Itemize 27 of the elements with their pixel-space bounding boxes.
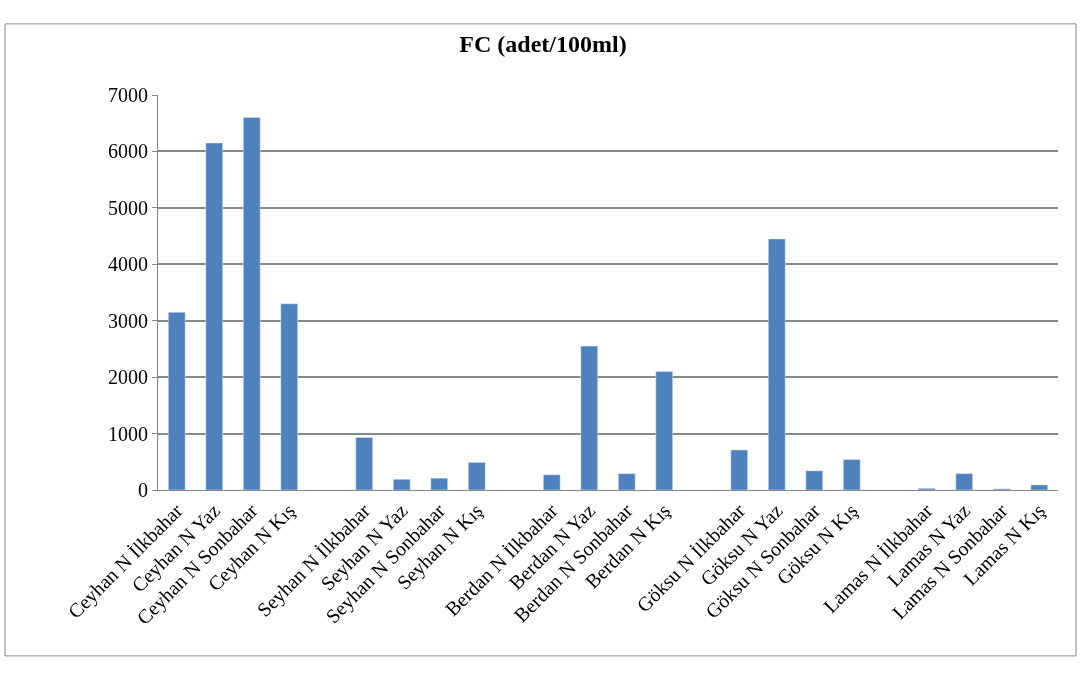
y-tick-label: 3000 [108, 309, 148, 332]
y-tick-label: 2000 [108, 366, 148, 389]
bar [1030, 484, 1048, 490]
bar [205, 142, 223, 490]
y-tick-label: 0 [138, 479, 148, 501]
bar [955, 473, 973, 490]
bar [168, 312, 186, 490]
y-tick-label: 4000 [108, 253, 148, 276]
bar [730, 449, 748, 490]
y-tick-label: 5000 [108, 196, 148, 219]
y-tick-label: 1000 [108, 422, 148, 445]
bar [580, 345, 598, 490]
bar [430, 477, 448, 490]
bar [468, 462, 486, 490]
bar [768, 238, 786, 490]
bar [805, 470, 823, 490]
chart-title: FC (adet/100ml) [459, 30, 627, 57]
bar [393, 479, 411, 490]
bar [280, 303, 298, 490]
bar [543, 474, 561, 490]
bar [618, 473, 636, 490]
bar [243, 117, 261, 490]
y-tick-label: 7000 [108, 84, 148, 106]
bar [355, 437, 373, 490]
bar [655, 371, 673, 490]
y-tick-label: 6000 [108, 140, 148, 163]
bar [843, 459, 861, 490]
